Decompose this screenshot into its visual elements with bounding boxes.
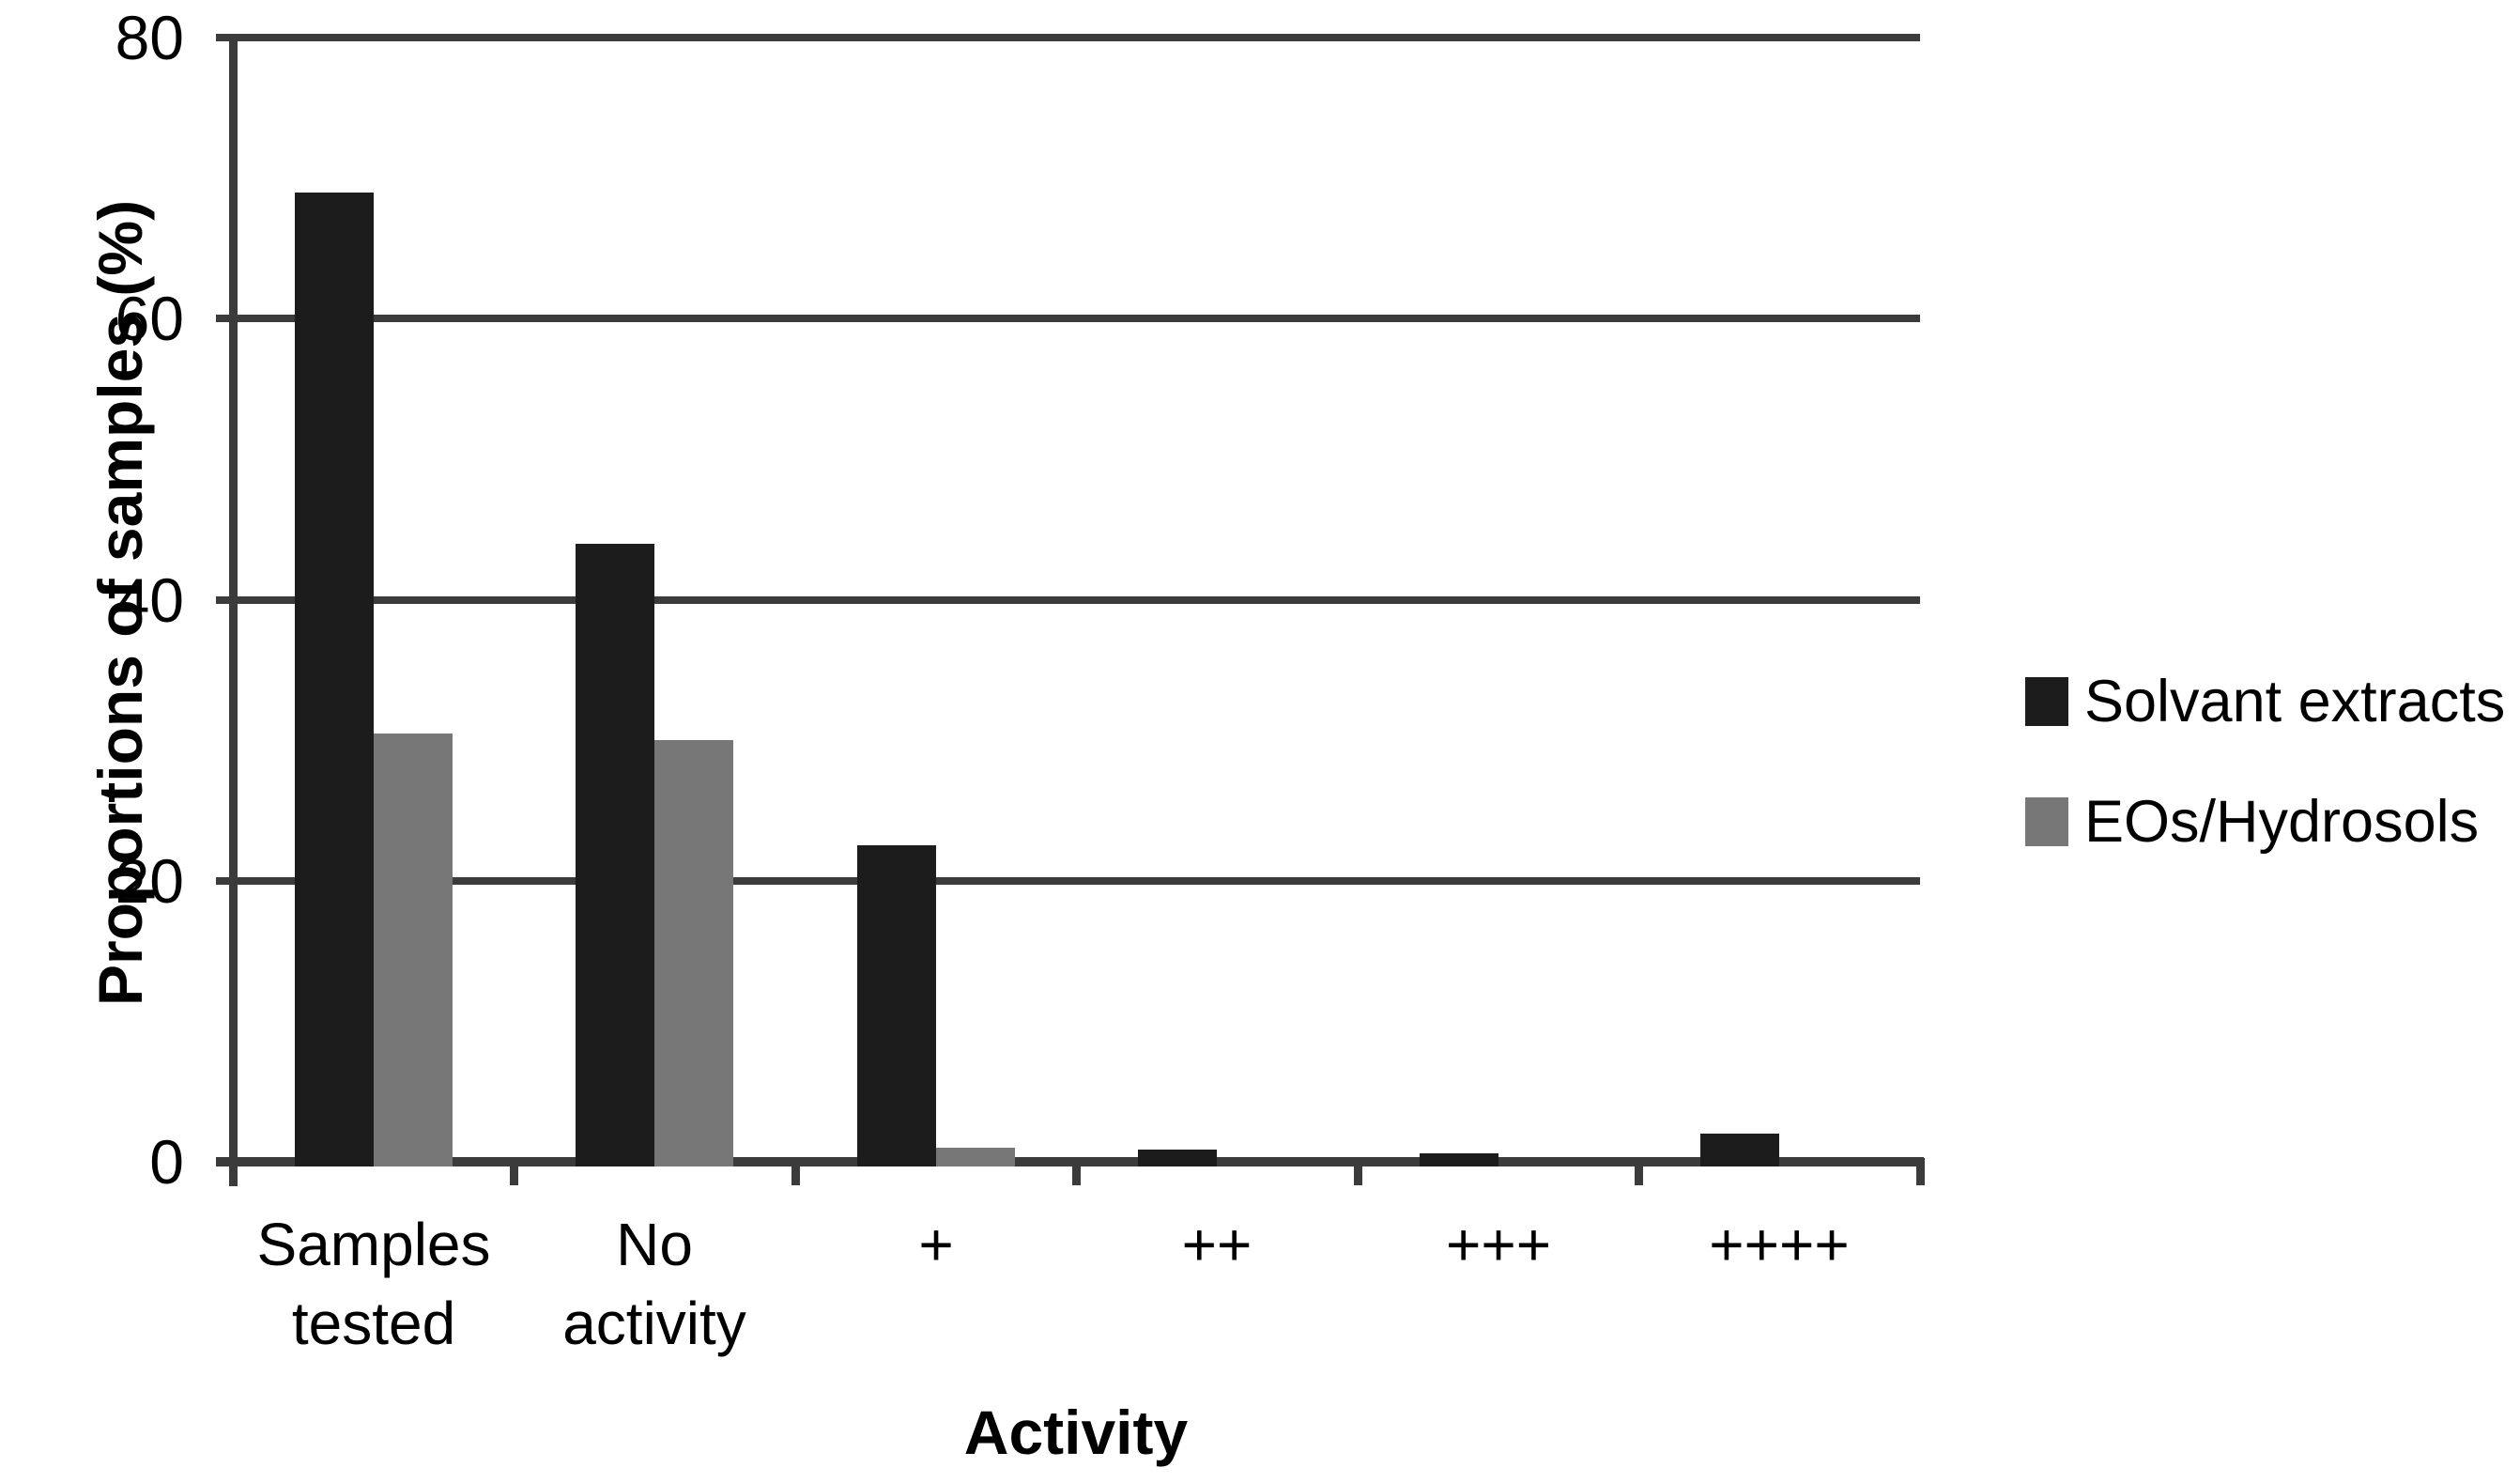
gridline-40 (216, 596, 1920, 604)
bar-solvant-extracts-samples-tested (295, 193, 374, 1166)
x-category-label-item: + (918, 1211, 954, 1278)
x-axis-tick-1 (510, 1158, 518, 1185)
legend-label-eos-hydrosols: EOs/Hydrosols (2084, 789, 2480, 855)
x-axis-tick-4 (1354, 1158, 1362, 1185)
legend-label-solvant-extracts: Solvant extracts (2084, 669, 2506, 734)
bar-eos-hydrosols-samples-tested (374, 734, 453, 1166)
legend-item-solvant-extracts: Solvant extracts (2025, 669, 2505, 734)
y-tick-label-80: 80 (115, 3, 184, 72)
bar-eos-hydrosols-no-activity (654, 740, 733, 1166)
bar-solvant-extracts-item (1420, 1153, 1498, 1166)
x-category-label-samples-tested: Samples tested (256, 1211, 491, 1357)
bar-solvant-extracts-no-activity (576, 544, 654, 1166)
legend-swatch-eos-hydrosols (2025, 797, 2068, 846)
y-tick-label-0: 0 (149, 1127, 184, 1197)
x-axis-title: Activity (963, 1398, 1189, 1467)
bar-solvant-extracts-item (857, 845, 936, 1166)
legend-swatch-solvant-extracts (2025, 677, 2068, 726)
x-axis-tick-6 (1916, 1158, 1925, 1185)
gridline-80 (216, 34, 1920, 41)
x-category-label-item: ++ (1181, 1211, 1252, 1278)
x-axis-tick-2 (791, 1158, 800, 1185)
bar-eos-hydrosols-item (936, 1148, 1015, 1166)
x-category-label-no-activity: No activity (562, 1211, 746, 1357)
legend-item-eos-hydrosols: EOs/Hydrosols (2025, 789, 2479, 855)
x-axis-tick-0 (229, 1158, 238, 1185)
x-axis-tick-5 (1635, 1158, 1643, 1185)
x-category-label-item: +++ (1445, 1211, 1552, 1278)
gridline-20 (216, 877, 1920, 885)
y-axis-line (229, 34, 238, 1186)
x-category-label-item: ++++ (1709, 1211, 1850, 1278)
bar-solvant-extracts-item (1700, 1134, 1779, 1166)
y-tick-label-20: 20 (115, 846, 184, 916)
y-tick-label-60: 60 (115, 284, 184, 353)
y-tick-label-40: 40 (115, 565, 184, 635)
x-axis-baseline (216, 1157, 1924, 1166)
bar-solvant-extracts-item (1138, 1150, 1217, 1166)
x-axis-tick-3 (1072, 1158, 1081, 1185)
gridline-60 (216, 315, 1920, 322)
